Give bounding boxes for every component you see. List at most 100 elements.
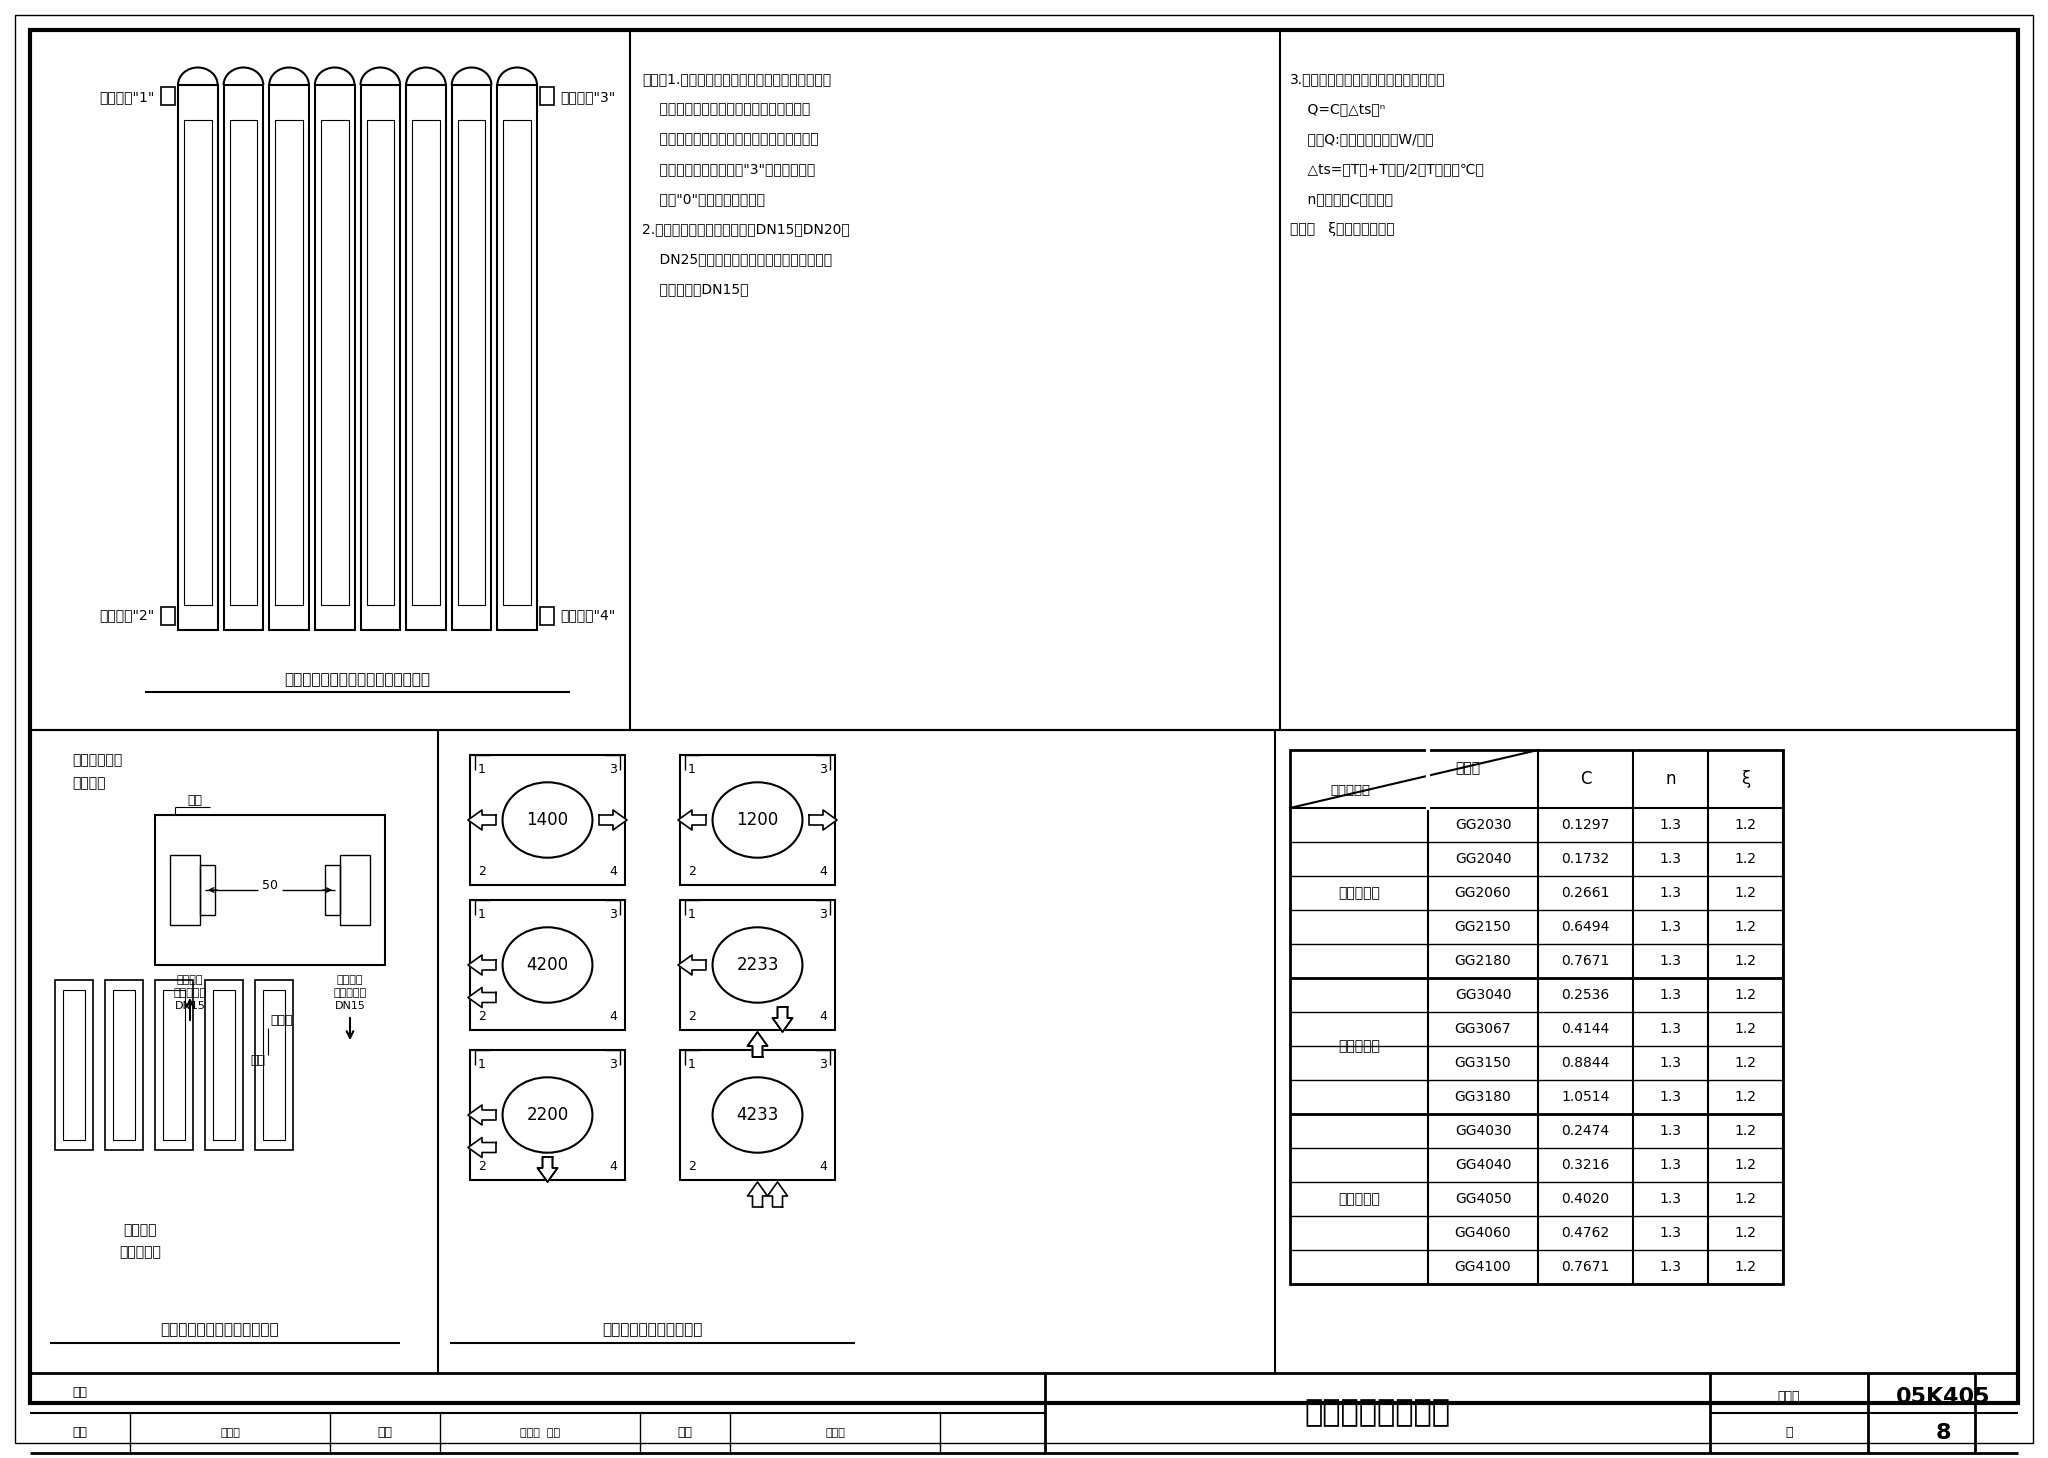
Text: 关断: 关断 xyxy=(250,1054,264,1066)
Text: GG2150: GG2150 xyxy=(1454,920,1511,935)
Text: 同侧下进下出: 同侧下进下出 xyxy=(72,752,123,767)
Bar xyxy=(340,854,371,924)
Bar xyxy=(170,854,201,924)
Text: 0.4144: 0.4144 xyxy=(1561,1022,1610,1037)
Text: 1.2: 1.2 xyxy=(1735,920,1757,935)
Bar xyxy=(201,865,215,916)
Text: 1.2: 1.2 xyxy=(1735,851,1757,866)
Text: C: C xyxy=(1579,770,1591,787)
Text: 1400: 1400 xyxy=(526,811,569,830)
Text: 0.7671: 0.7671 xyxy=(1561,954,1610,968)
Text: 1.2: 1.2 xyxy=(1735,1158,1757,1172)
Text: 8: 8 xyxy=(1935,1423,1952,1443)
Text: 接口位置"4": 接口位置"4" xyxy=(559,608,614,623)
Text: 放气阀: 放气阀 xyxy=(270,1013,293,1026)
Text: 0.2536: 0.2536 xyxy=(1561,989,1610,1002)
Text: 校对: 校对 xyxy=(377,1426,393,1439)
Bar xyxy=(162,87,174,105)
Text: 接口位置"2": 接口位置"2" xyxy=(100,608,156,623)
Text: 式中Q:计算的散热量（W/片）: 式中Q:计算的散热量（W/片） xyxy=(1290,133,1434,146)
Polygon shape xyxy=(469,1137,496,1158)
Text: 05K405: 05K405 xyxy=(1896,1387,1991,1407)
Text: 0.4762: 0.4762 xyxy=(1561,1226,1610,1239)
Text: 3.同侧上进下出连接时散热量计算方法：: 3.同侧上进下出连接时散热量计算方法： xyxy=(1290,71,1446,86)
Bar xyxy=(469,755,625,885)
Text: 两柱型单片: 两柱型单片 xyxy=(1337,886,1380,900)
Text: 1.3: 1.3 xyxy=(1659,1226,1681,1239)
Text: 钢管散热器（二）: 钢管散热器（二） xyxy=(1305,1398,1450,1427)
Text: GG4040: GG4040 xyxy=(1454,1158,1511,1172)
Text: 的管径选用DN15。: 的管径选用DN15。 xyxy=(641,281,748,296)
Text: 50: 50 xyxy=(262,879,279,891)
Text: GG4100: GG4100 xyxy=(1454,1260,1511,1274)
Bar xyxy=(680,755,836,885)
Text: 4: 4 xyxy=(608,1159,616,1172)
Text: GG3150: GG3150 xyxy=(1454,1056,1511,1070)
Bar xyxy=(205,980,244,1150)
Polygon shape xyxy=(772,1007,793,1032)
Text: 接口位置"1": 接口位置"1" xyxy=(100,90,156,104)
Text: 0.8844: 0.8844 xyxy=(1561,1056,1610,1070)
Text: DN15: DN15 xyxy=(334,1002,365,1010)
Text: GG2040: GG2040 xyxy=(1454,851,1511,866)
Text: GG2180: GG2180 xyxy=(1454,954,1511,968)
Bar xyxy=(63,990,86,1140)
Text: 或专用工具: 或专用工具 xyxy=(119,1245,162,1260)
Bar xyxy=(274,120,303,605)
Text: GG2060: GG2060 xyxy=(1454,886,1511,900)
Bar xyxy=(541,607,555,625)
Text: ξ: ξ xyxy=(1741,770,1751,787)
Text: 2: 2 xyxy=(477,865,485,878)
Text: 0.3216: 0.3216 xyxy=(1561,1158,1610,1172)
Text: DN25。其中当选用下进下出的接口时接管: DN25。其中当选用下进下出的接口时接管 xyxy=(641,252,831,265)
Text: 2: 2 xyxy=(688,1159,696,1172)
Text: 1200: 1200 xyxy=(737,811,778,830)
Text: 1.3: 1.3 xyxy=(1659,1022,1681,1037)
Text: 劳逸民  彩云: 劳逸民 彩云 xyxy=(520,1427,559,1438)
Bar xyxy=(322,120,348,605)
Polygon shape xyxy=(598,811,627,830)
Text: Q=C（△ts）ⁿ: Q=C（△ts）ⁿ xyxy=(1290,102,1384,117)
Text: 3: 3 xyxy=(819,763,827,776)
Bar xyxy=(213,990,236,1140)
Polygon shape xyxy=(748,1182,768,1207)
Text: 1.3: 1.3 xyxy=(1659,1091,1681,1104)
Text: n: n xyxy=(1665,770,1675,787)
Text: 1.2: 1.2 xyxy=(1735,1124,1757,1139)
Bar xyxy=(268,85,309,630)
Bar xyxy=(113,990,135,1140)
Bar xyxy=(459,120,485,605)
Text: 0.2661: 0.2661 xyxy=(1561,886,1610,900)
Polygon shape xyxy=(748,1032,768,1057)
Text: n：指数；C：系数，: n：指数；C：系数， xyxy=(1290,192,1393,206)
Text: 4: 4 xyxy=(608,865,616,878)
Bar xyxy=(104,980,143,1150)
Text: 1.3: 1.3 xyxy=(1659,920,1681,935)
Text: 2: 2 xyxy=(688,865,696,878)
Text: 0.6494: 0.6494 xyxy=(1561,920,1610,935)
Text: 1: 1 xyxy=(477,763,485,776)
Text: 1: 1 xyxy=(688,763,696,776)
Text: 2.散热器的接口：管径可选用DN15、DN20、: 2.散热器的接口：管径可选用DN15、DN20、 xyxy=(641,222,850,236)
Text: 2: 2 xyxy=(688,1009,696,1022)
Text: 1.3: 1.3 xyxy=(1659,1124,1681,1139)
Text: 1.2: 1.2 xyxy=(1735,886,1757,900)
Text: 2: 2 xyxy=(477,1009,485,1022)
Text: GG4030: GG4030 xyxy=(1454,1124,1511,1139)
Text: 三柱型单片: 三柱型单片 xyxy=(1337,1040,1380,1053)
Bar xyxy=(680,1050,836,1180)
Bar xyxy=(162,607,174,625)
Bar xyxy=(315,85,354,630)
Text: 况以"0"表示，如下图示。: 况以"0"表示，如下图示。 xyxy=(641,192,766,206)
Polygon shape xyxy=(772,1007,793,1032)
Bar xyxy=(412,120,440,605)
Text: 1.2: 1.2 xyxy=(1735,954,1757,968)
Ellipse shape xyxy=(713,927,803,1003)
Text: 内螺纹式: 内螺纹式 xyxy=(336,975,362,986)
Text: GG4060: GG4060 xyxy=(1454,1226,1511,1239)
Bar xyxy=(223,85,264,630)
Text: 1.3: 1.3 xyxy=(1659,818,1681,833)
Bar xyxy=(326,865,340,916)
Polygon shape xyxy=(469,987,496,1007)
Polygon shape xyxy=(768,1182,788,1207)
